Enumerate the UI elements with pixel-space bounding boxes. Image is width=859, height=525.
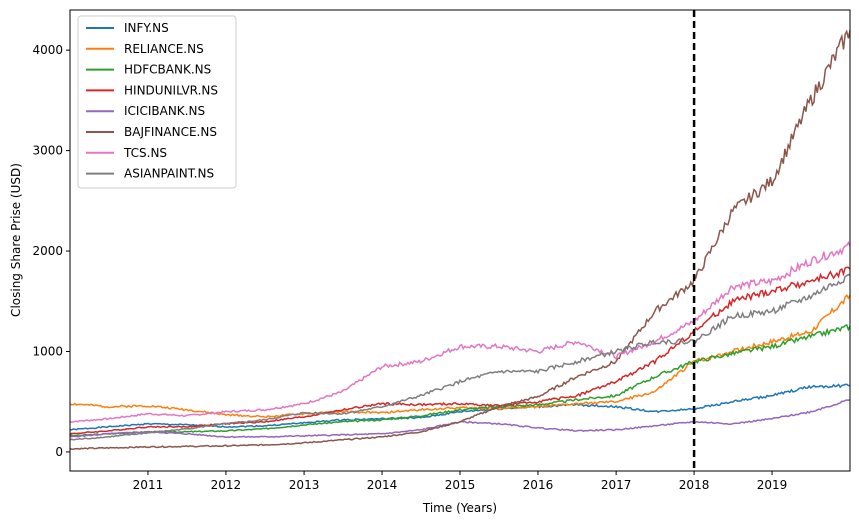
x-tick-label: 2013 <box>289 478 320 492</box>
series-line-infy-ns <box>69 383 851 431</box>
legend-label: TCS.NS <box>123 146 167 160</box>
x-axis-label: Time (Years) <box>422 501 497 515</box>
legend-label: HINDUNILVR.NS <box>124 83 218 97</box>
legend: INFY.NS RELIANCE.NS HDFCBANK.NS HINDUNILVR.… <box>77 15 237 189</box>
y-tick-label: 2000 <box>32 244 63 258</box>
x-tick-label: 2017 <box>601 478 632 492</box>
y-tick-label: 0 <box>55 445 63 459</box>
legend-label: ICICIBANK.NS <box>124 104 205 118</box>
series-line-bajfinance-ns <box>69 29 851 451</box>
x-tick-label: 2019 <box>757 478 788 492</box>
x-axis-ticks: 2011 2012 2013 2014 2015 2016 2017 2018 2019 <box>133 471 788 492</box>
y-axis-label: Closing Share Prise (USD) <box>9 163 23 317</box>
legend-label: HDFCBANK.NS <box>124 63 211 77</box>
series-line-hindunilvr-ns <box>69 266 851 436</box>
y-tick-label: 3000 <box>32 144 63 158</box>
legend-label: BAJFINANCE.NS <box>124 125 217 139</box>
legend-label: INFY.NS <box>124 21 169 35</box>
series-lines <box>69 29 851 451</box>
y-tick-label: 1000 <box>32 344 63 358</box>
y-tick-label: 4000 <box>32 43 63 57</box>
x-tick-label: 2018 <box>679 478 710 492</box>
x-tick-label: 2015 <box>445 478 476 492</box>
legend-box <box>77 15 237 189</box>
series-line-tcs-ns <box>69 240 851 423</box>
series-line-hdfcbank-ns <box>69 323 851 437</box>
x-tick-label: 2012 <box>211 478 242 492</box>
x-tick-label: 2016 <box>523 478 554 492</box>
series-line-reliance-ns <box>69 293 851 419</box>
x-tick-label: 2011 <box>133 478 164 492</box>
x-tick-label: 2014 <box>367 478 398 492</box>
series-line-asianpaint-ns <box>69 273 851 441</box>
y-axis-ticks: 0 1000 2000 3000 4000 <box>32 43 70 459</box>
legend-label: RELIANCE.NS <box>124 42 204 56</box>
legend-label: ASIANPAINT.NS <box>124 167 214 181</box>
